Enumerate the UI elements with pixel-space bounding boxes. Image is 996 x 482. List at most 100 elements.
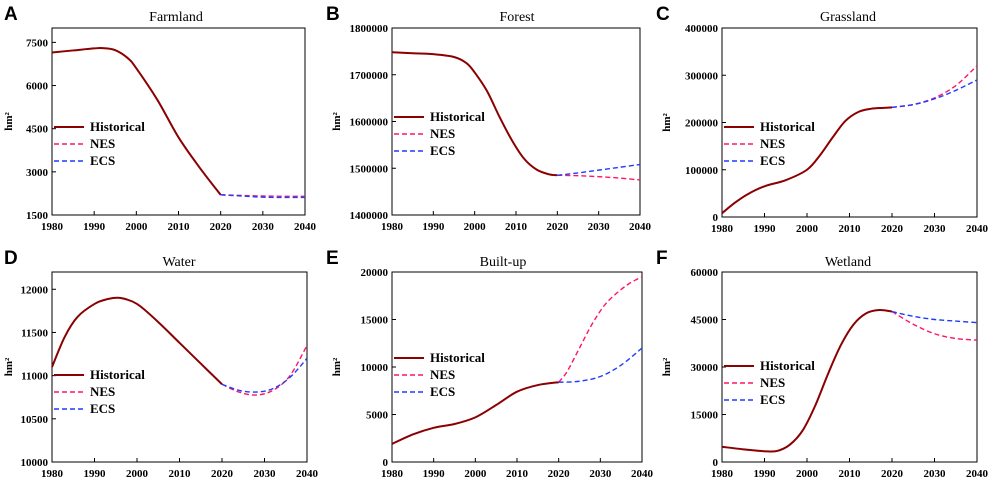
legend-label-nes: NES: [430, 126, 455, 141]
y-tick-label: 5000: [366, 410, 389, 422]
legend: Historical NES ECS: [54, 367, 145, 416]
legend-label-ecs: ECS: [760, 392, 785, 407]
series-line-nes: [558, 276, 643, 383]
x-tick-label: 2040: [631, 468, 654, 480]
series-line-ecs: [221, 357, 308, 393]
y-axis-label: hm²: [3, 112, 15, 131]
x-tick-label: 2000: [796, 223, 819, 235]
legend-label-nes: NES: [90, 136, 115, 151]
series-line-nes: [220, 194, 306, 198]
panel-built-up: E Built-up: [326, 248, 526, 270]
y-tick-label: 1500: [26, 210, 49, 222]
panel-letter: D: [4, 248, 18, 269]
legend: Historical NES ECS: [394, 109, 485, 158]
y-tick-label: 11500: [21, 327, 48, 339]
legend-label-nes: NES: [760, 375, 785, 390]
x-tick-label: 1990: [422, 221, 445, 233]
x-tick-label: 2020: [881, 468, 904, 480]
x-tick-label: 1980: [41, 468, 64, 480]
panel-title: Built-up: [480, 255, 527, 270]
plot-forest: 1980 1990 2000 2010 2020 2030 2040 1400000 15000…: [331, 23, 652, 233]
x-tick-label: 2020: [211, 468, 234, 480]
y-tick-label: 6000: [26, 81, 49, 93]
x-tick-label: 1990: [84, 468, 107, 480]
x-tick-label: 1980: [381, 221, 404, 233]
panel-grassland: C Grassland: [656, 4, 876, 25]
x-tick-label: 2040: [966, 468, 989, 480]
panel-title: Water: [162, 255, 195, 270]
series-line-nes: [221, 345, 308, 396]
plot-wetland: 1980 1990 2000 2010 2020 2030 2040 0 15000 30000 4…: [661, 267, 989, 480]
x-tick-label: 2010: [169, 468, 192, 480]
x-tick-label: 1990: [754, 223, 777, 235]
x-tick-label: 1990: [754, 468, 777, 480]
y-axis-label: hm²: [661, 357, 673, 376]
plot-water: 1980 1990 2000 2010 2020 2030 2040 10000 10500 11…: [3, 271, 319, 480]
x-tick-label: 2040: [966, 223, 989, 235]
x-tick-label: 2030: [589, 468, 612, 480]
x-tick-label: 1980: [711, 468, 734, 480]
y-tick-label: 1400000: [350, 210, 389, 222]
x-tick-label: 2000: [464, 221, 487, 233]
x-tick-label: 2030: [588, 221, 611, 233]
series-line-nes: [891, 310, 978, 341]
x-tick-label: 1980: [711, 223, 734, 235]
y-tick-label: 10000: [21, 457, 49, 469]
legend-label-historical: Historical: [90, 367, 145, 382]
y-tick-label: 200000: [685, 118, 719, 130]
panel-title: Forest: [500, 10, 535, 25]
y-tick-label: 3000: [26, 167, 49, 179]
panel-forest: B Forest: [326, 4, 535, 25]
y-tick-label: 10500: [21, 414, 49, 426]
x-tick-label: 2010: [839, 223, 862, 235]
series-line-historical: [51, 296, 223, 385]
x-tick-label: 2020: [881, 223, 904, 235]
legend-label-ecs: ECS: [430, 384, 455, 399]
legend-label-historical: Historical: [430, 109, 485, 124]
y-tick-label: 7500: [26, 37, 49, 49]
y-tick-label: 0: [713, 457, 719, 469]
x-tick-label: 2030: [254, 468, 277, 480]
panel-letter: C: [656, 4, 670, 25]
y-axis-label: hm²: [661, 113, 673, 132]
legend-label-historical: Historical: [430, 350, 485, 365]
series-line-historical: [51, 47, 222, 196]
legend-label-ecs: ECS: [90, 401, 115, 416]
legend: Historical NES ECS: [54, 119, 145, 168]
series-line-ecs: [557, 163, 641, 176]
series-line-historical: [391, 51, 558, 177]
panel-letter: F: [656, 248, 668, 269]
x-tick-label: 2010: [168, 221, 191, 233]
panel-title: Wetland: [825, 255, 871, 270]
y-tick-label: 1800000: [350, 23, 389, 35]
y-axis-label: hm²: [331, 112, 343, 131]
y-tick-label: 10000: [361, 362, 389, 374]
legend: Historical NES ECS: [724, 358, 815, 407]
y-axis-label: hm²: [3, 357, 15, 376]
y-tick-label: 1600000: [350, 117, 389, 129]
y-tick-label: 400000: [685, 23, 719, 35]
panel-water: D Water: [4, 248, 196, 270]
y-tick-label: 100000: [685, 165, 719, 177]
legend-label-ecs: ECS: [760, 153, 785, 168]
y-tick-label: 0: [713, 212, 719, 224]
legend-label-nes: NES: [760, 136, 785, 151]
legend-label-historical: Historical: [90, 119, 145, 134]
legend-label-historical: Historical: [760, 358, 815, 373]
y-tick-label: 30000: [691, 362, 719, 374]
y-axis-label: hm²: [331, 357, 343, 376]
legend-label-ecs: ECS: [90, 153, 115, 168]
panel-title: Grassland: [820, 10, 876, 25]
x-tick-label: 2030: [924, 223, 947, 235]
panel-letter: B: [326, 4, 340, 25]
y-tick-label: 0: [383, 457, 389, 469]
series-line-historical: [721, 106, 893, 214]
legend-label-historical: Historical: [760, 119, 815, 134]
x-tick-label: 2010: [839, 468, 862, 480]
x-tick-label: 2020: [548, 468, 571, 480]
y-tick-label: 4500: [26, 124, 49, 136]
panel-letter: A: [4, 4, 18, 25]
x-tick-label: 2000: [126, 468, 149, 480]
x-tick-label: 2020: [210, 221, 233, 233]
